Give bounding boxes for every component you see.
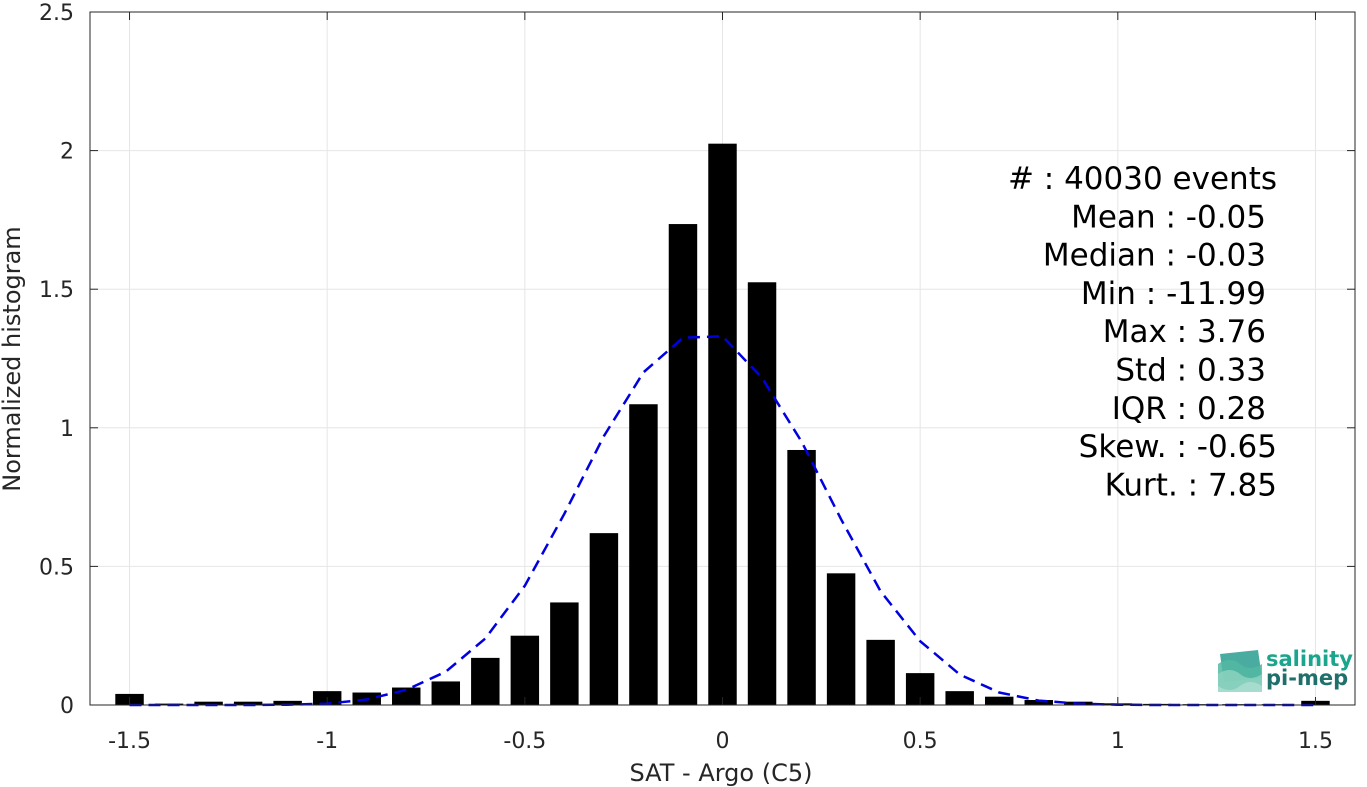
- histogram-bar: [826, 573, 856, 705]
- histogram-bar: [629, 404, 658, 705]
- y-tick-label: 2: [60, 140, 74, 165]
- histogram-bar: [708, 143, 737, 706]
- y-tick-labels: 0 0.5 1 1.5 2 2.5: [39, 1, 74, 719]
- histogram-bar: [273, 700, 302, 705]
- x-tick-label: 1.5: [1298, 729, 1333, 754]
- stat-line: Skew. : -0.65: [1079, 429, 1277, 465]
- histogram-bars: [115, 143, 1330, 706]
- stat-line: Max : 3.76: [1103, 314, 1266, 350]
- histogram-bar: [510, 635, 540, 705]
- histogram-bar: [668, 224, 698, 706]
- x-tick-label: 0.5: [903, 729, 938, 754]
- stat-line: # : 40030 events: [1008, 161, 1277, 197]
- x-axis-label: SAT - Argo (C5): [630, 759, 813, 787]
- stat-line: Kurt. : 7.85: [1105, 467, 1277, 503]
- salinity-pimep-logo: salinity pi-mep: [1218, 647, 1353, 692]
- histogram-bar: [471, 657, 500, 705]
- logo-line-2: pi-mep: [1266, 666, 1348, 690]
- histogram-bar: [550, 602, 579, 705]
- histogram-bar: [866, 639, 895, 705]
- histogram-bar: [589, 533, 619, 705]
- y-tick-label: 2.5: [39, 1, 74, 26]
- stat-line: Mean : -0.05: [1071, 199, 1266, 235]
- x-tick-label: 0: [716, 729, 730, 754]
- x-tick-label: -1: [316, 729, 338, 754]
- histogram-bar: [1024, 700, 1053, 705]
- histogram-bar: [945, 691, 974, 705]
- histogram-bar: [194, 701, 223, 705]
- y-tick-label: 1.5: [39, 278, 74, 303]
- histogram-bar: [431, 681, 461, 705]
- logo-line-1: salinity: [1266, 647, 1353, 671]
- histogram-bar: [984, 696, 1014, 705]
- y-axis-label: Normalized histogram: [0, 226, 26, 491]
- x-tick-label: 1: [1111, 729, 1125, 754]
- x-tick-label: -1.5: [108, 729, 151, 754]
- x-tick-label: -0.5: [503, 729, 546, 754]
- stat-line: Median : -0.03: [1043, 238, 1266, 274]
- stat-line: Min : -11.99: [1081, 276, 1266, 312]
- histogram-bar: [747, 282, 777, 705]
- logo-waves-icon: [1218, 650, 1262, 692]
- y-tick-label: 1: [60, 417, 74, 442]
- y-tick-label: 0: [60, 694, 74, 719]
- axes-box: [89, 11, 1356, 706]
- stat-line: IQR : 0.28: [1112, 391, 1266, 427]
- histogram-bar: [787, 449, 816, 705]
- histogram-bar: [233, 701, 263, 705]
- stat-line: Std : 0.33: [1115, 353, 1266, 389]
- y-tick-label: 0.5: [39, 555, 74, 580]
- histogram-bar: [392, 687, 421, 705]
- x-tick-labels: -1.5 -1 -0.5 0 0.5 1 1.5: [108, 729, 1333, 754]
